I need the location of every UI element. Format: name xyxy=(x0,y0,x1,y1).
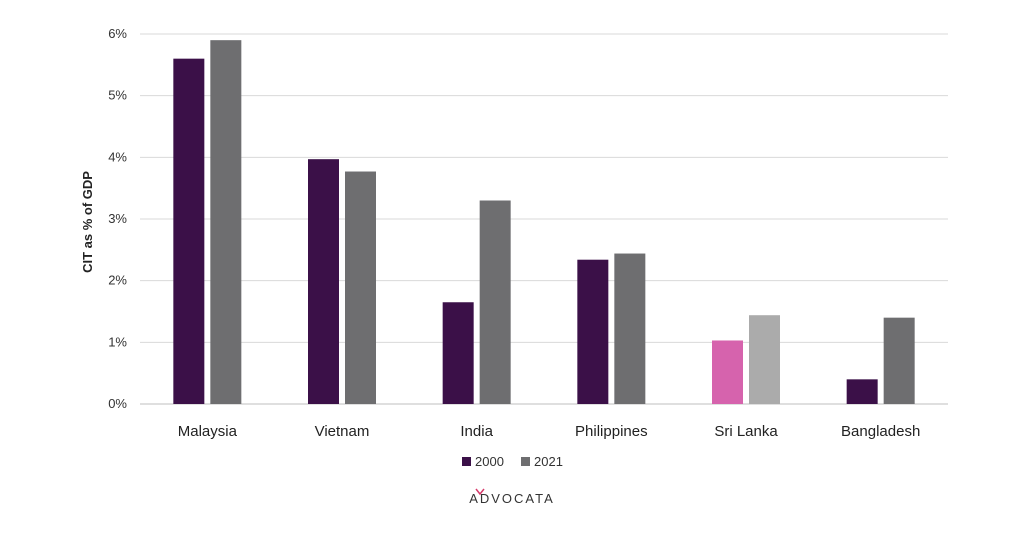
x-category-label: Sri Lanka xyxy=(714,423,778,440)
bar-india-2000 xyxy=(442,302,474,404)
legend: 2000 2021 xyxy=(462,454,563,469)
y-tick-label: 0% xyxy=(108,396,127,411)
gridlines xyxy=(140,33,948,405)
x-category-label: Vietnam xyxy=(315,423,370,440)
bar-vietnam-2021 xyxy=(345,171,376,404)
y-axis-ticks: 0% 1% 2% 3% 4% 5% 6% xyxy=(108,26,127,411)
bar-bangladesh-2021 xyxy=(883,317,915,404)
y-tick-label: 4% xyxy=(108,149,127,164)
bar-vietnam-2000 xyxy=(308,159,339,404)
bar-malaysia-2000 xyxy=(173,58,205,405)
bar-india-2021 xyxy=(479,200,511,404)
y-tick-label: 5% xyxy=(108,88,127,103)
x-category-label: Philippines xyxy=(575,423,648,440)
x-axis-categories: Malaysia Vietnam India Philippines Sri Lanka… xyxy=(178,423,921,440)
legend-label-2021: 2021 xyxy=(534,454,563,469)
x-category-label: Malaysia xyxy=(178,423,238,440)
legend-label-2000: 2000 xyxy=(475,454,504,469)
y-axis-label: CIT as % of GDP xyxy=(80,171,95,273)
bar-sri-lanka-2000 xyxy=(712,340,743,404)
advocata-logo: ADVOCATA xyxy=(469,488,555,506)
legend-swatch-2000 xyxy=(462,457,471,466)
x-category-label: India xyxy=(460,423,493,440)
y-tick-label: 6% xyxy=(108,26,127,41)
bar-philippines-2000 xyxy=(577,259,609,404)
legend-swatch-2021 xyxy=(521,457,530,466)
bar-malaysia-2021 xyxy=(210,40,242,405)
logo-accent-icon xyxy=(475,488,485,496)
logo-text: ADVOCATA xyxy=(469,491,555,506)
y-tick-label: 2% xyxy=(108,273,127,288)
bar-bangladesh-2000 xyxy=(846,379,878,404)
bar-philippines-2021 xyxy=(614,253,646,404)
bar-sri-lanka-2021 xyxy=(749,315,780,404)
x-category-label: Bangladesh xyxy=(841,423,920,440)
bars xyxy=(173,40,915,405)
y-tick-label: 1% xyxy=(108,334,127,349)
y-tick-label: 3% xyxy=(108,211,127,226)
